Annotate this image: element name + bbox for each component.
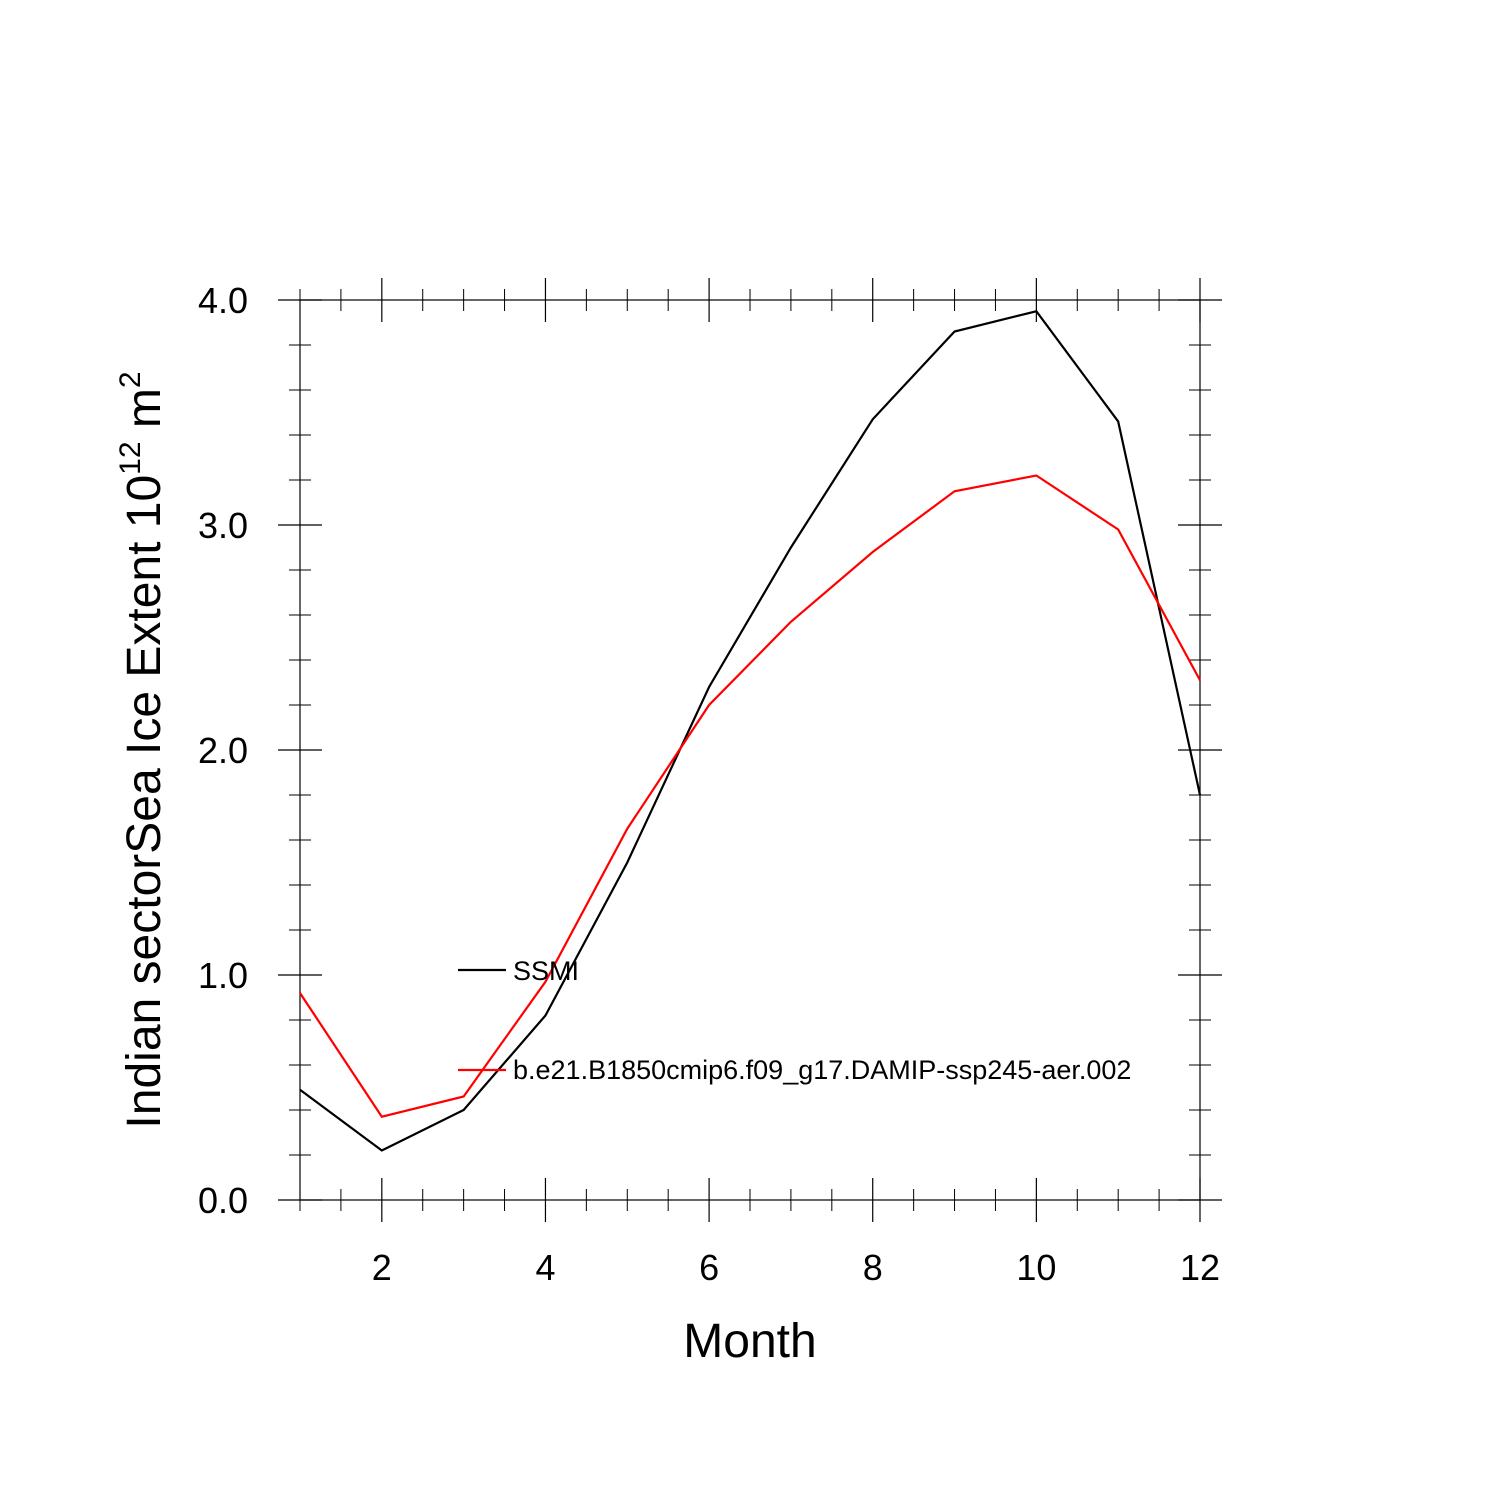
legend-label-ssmi: SSMI [513, 956, 579, 986]
y-axis-title-main: Indian sectorSea Ice Extent 10 [118, 475, 171, 1129]
legend-label-model: b.e21.B1850cmip6.f09_g17.DAMIP-ssp245-ae… [513, 1055, 1131, 1085]
y-tick-label: 3.0 [198, 505, 248, 546]
x-tick-label: 6 [699, 1247, 719, 1288]
y-axis-title-exponent: 12 [114, 441, 147, 474]
x-tick-label: 12 [1180, 1247, 1220, 1288]
y-tick-label: 2.0 [198, 730, 248, 771]
x-tick-label: 10 [1016, 1247, 1056, 1288]
y-axis-title: Indian sectorSea Ice Extent 1012 m2 [114, 371, 171, 1128]
x-tick-label: 2 [372, 1247, 392, 1288]
x-tick-label: 8 [863, 1247, 883, 1288]
y-tick-labels: 0.0 1.0 2.0 3.0 4.0 [198, 280, 248, 1221]
x-axis-title: Month [683, 1315, 816, 1368]
y-axis-title-unit: m [118, 388, 171, 441]
series-lines [299, 310, 1202, 1152]
plot-frame [299, 299, 1201, 1201]
x-tick-label: 4 [535, 1247, 555, 1288]
y-tick-label: 4.0 [198, 280, 248, 321]
y-tick-label: 0.0 [198, 1180, 248, 1221]
legend: SSMI b.e21.B1850cmip6.f09_g17.DAMIP-ssp2… [458, 956, 1131, 1085]
x-tick-labels: 2 4 6 8 10 12 [372, 1247, 1220, 1288]
series-line-model [299, 474, 1201, 1119]
y-tick-label: 1.0 [198, 955, 248, 996]
y-axis-title-unit-exponent: 2 [114, 371, 147, 388]
series-line-ssmi [299, 310, 1202, 1152]
